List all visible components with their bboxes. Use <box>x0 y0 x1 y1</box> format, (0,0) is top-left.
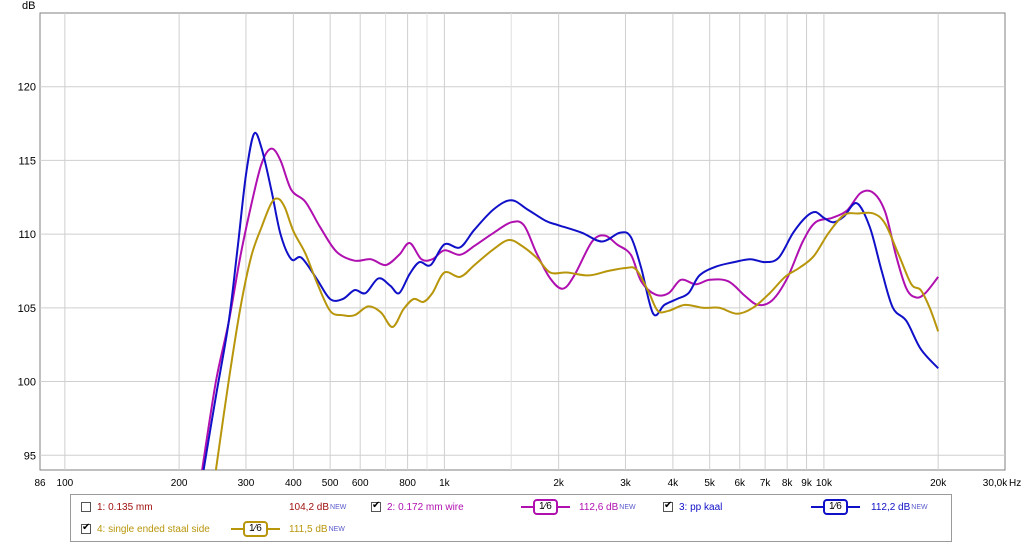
y-tick-label: 105 <box>18 303 36 315</box>
legend-item-1[interactable]: 1: 0.135 mm <box>81 497 153 517</box>
smoothing-selector-2[interactable]: 1⁄6 <box>521 497 570 517</box>
x-tick-label: 86 <box>34 478 46 489</box>
x-tick-label: 9k <box>801 478 813 489</box>
smoothing-text-3: 1⁄6 <box>823 499 848 515</box>
series-line-4 <box>214 197 940 470</box>
y-tick-label: 100 <box>18 377 36 389</box>
smoothing-line-left-3 <box>811 506 823 508</box>
x-tick-label: 4k <box>668 478 680 489</box>
smoothing-line-right-3 <box>847 506 860 508</box>
x-tick-label: 5k <box>704 478 716 489</box>
plot-area <box>39 12 1006 471</box>
smoothing-badge-4[interactable]: 1⁄6 <box>231 521 280 537</box>
x-tick-label: 600 <box>352 478 369 489</box>
legend-item-3[interactable]: 3: pp kaal <box>663 497 722 517</box>
series-line-3 <box>202 131 939 470</box>
smoothing-line-right-2 <box>557 506 570 508</box>
legend-checkbox-4[interactable] <box>81 522 91 534</box>
new-badge-1: NEW <box>330 503 347 511</box>
x-tick-label: 10k <box>816 478 833 489</box>
y-tick-label: 110 <box>18 229 36 241</box>
smoothing-line-left-4 <box>231 528 243 530</box>
series-line-2 <box>201 147 939 470</box>
y-tick-labels: 95 100 105 110 115 120 <box>18 82 36 463</box>
legend-value-text-4: 111,5 dB <box>289 523 328 535</box>
y-tick-label: 95 <box>24 450 36 462</box>
legend-value-text-2: 112,6 dB <box>579 501 619 513</box>
legend-value-3: 112,2 dB NEW <box>871 497 928 517</box>
x-tick-label: 6k <box>734 478 746 489</box>
new-badge-4: NEW <box>328 525 345 533</box>
x-tick-label: 3k <box>620 478 632 489</box>
frequency-response-chart: 95 100 105 110 115 120 86 100 200 300 400 500 600 80… <box>18 0 1022 489</box>
legend-label-3: 3: pp kaal <box>679 501 723 513</box>
x-tick-label: 200 <box>171 478 188 489</box>
legend-value-text-1: 104,2 dB <box>289 501 330 513</box>
x-tick-label: 2k <box>553 478 565 489</box>
x-tick-label: 1k <box>439 478 451 489</box>
legend-checkbox-2[interactable] <box>371 500 381 512</box>
smoothing-selector-4[interactable]: 1⁄6 <box>231 519 280 539</box>
x-tick-label: 7k <box>760 478 772 489</box>
x-tick-label: 20k <box>930 478 947 489</box>
smoothing-badge-2[interactable]: 1⁄6 <box>521 499 570 515</box>
x-tick-label: 800 <box>399 478 416 489</box>
legend-checkbox-3[interactable] <box>663 500 673 512</box>
x-tick-label: 500 <box>322 478 339 489</box>
y-tick-label: 120 <box>18 82 36 94</box>
x-tick-label: 30,0k <box>983 478 1008 489</box>
new-badge-3: NEW <box>911 503 928 511</box>
legend-row-2: 4: single ended staal side 1⁄6 111,5 dBN… <box>71 519 951 539</box>
smoothing-line-left-2 <box>521 506 533 508</box>
series-curves <box>201 131 940 470</box>
legend-label-4: 4: single ended staal side <box>97 523 210 535</box>
smoothing-badge-3[interactable]: 1⁄6 <box>811 499 860 515</box>
legend-label-1: 1: 0.135 mm <box>97 501 153 513</box>
x-tick-label: 100 <box>57 478 74 489</box>
x-tick-label: 300 <box>238 478 255 489</box>
y-tick-label: 115 <box>18 155 36 167</box>
x-tick-label: 400 <box>285 478 302 489</box>
legend-label-2: 2: 0.172 mm wire <box>387 501 464 513</box>
legend-value-text-3: 112,2 dB <box>871 501 911 513</box>
legend-item-2[interactable]: 2: 0.172 mm wire <box>371 497 464 517</box>
grid-lines <box>40 13 1005 470</box>
new-badge-2: NEW <box>619 503 636 511</box>
smoothing-selector-3[interactable]: 1⁄6 <box>811 497 860 517</box>
legend-item-4[interactable]: 4: single ended staal side <box>81 519 210 539</box>
legend-value-2: 112,6 dB NEW <box>579 497 636 517</box>
x-tick-labels: 86 100 200 300 400 500 600 800 1k 2k 3k 4k 5k 6k 7k 8k 9… <box>34 478 1008 489</box>
smoothing-text-2: 1⁄6 <box>533 499 558 515</box>
legend-checkbox-1[interactable] <box>81 502 91 512</box>
x-tick-label: 8k <box>782 478 794 489</box>
x-axis-unit-label: Hz <box>1009 478 1021 489</box>
smoothing-text-4: 1⁄6 <box>243 521 268 537</box>
smoothing-line-right-4 <box>267 528 280 530</box>
y-axis-label: dB <box>22 0 35 12</box>
legend-value-4: 111,5 dB NEW <box>289 519 345 539</box>
legend-value-1: 104,2 dB NEW <box>289 497 346 517</box>
